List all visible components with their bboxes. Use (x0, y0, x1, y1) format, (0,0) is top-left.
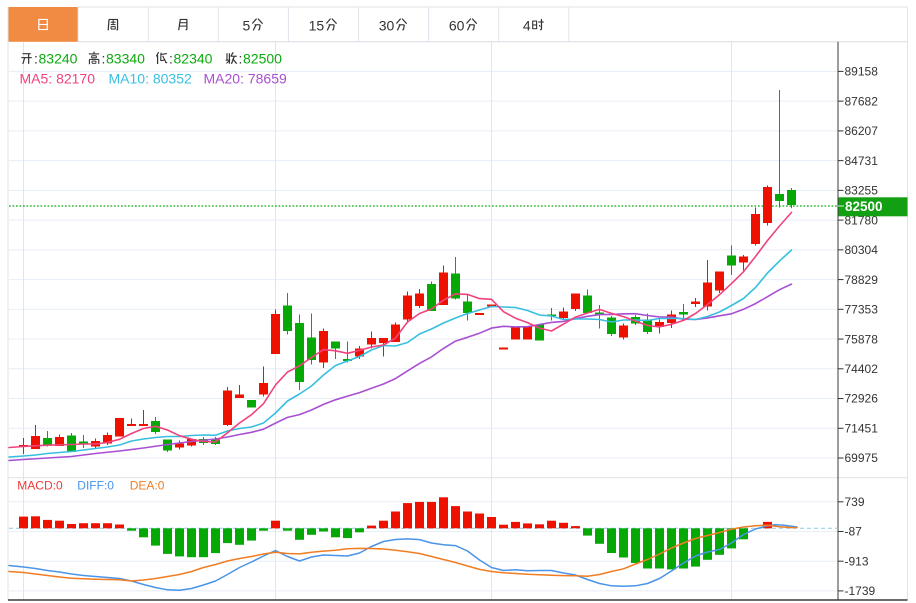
svg-text:-1739: -1739 (845, 584, 876, 598)
svg-text:MA10: 80352: MA10: 80352 (109, 71, 192, 87)
svg-text:72926: 72926 (845, 392, 879, 406)
svg-text:739: 739 (845, 495, 865, 509)
svg-text:DEA:0: DEA:0 (130, 479, 165, 493)
svg-text:MA20: 78659: MA20: 78659 (204, 71, 287, 87)
svg-text::: : (239, 51, 243, 67)
svg-text:86207: 86207 (845, 124, 879, 138)
svg-text:75878: 75878 (845, 332, 879, 346)
svg-text:82500: 82500 (243, 51, 282, 67)
svg-text:78829: 78829 (845, 273, 879, 287)
svg-text:81780: 81780 (845, 213, 879, 227)
svg-text:5: 5 (242, 18, 250, 34)
svg-text:69975: 69975 (845, 451, 879, 465)
svg-text:MA5: 82170: MA5: 82170 (20, 71, 96, 87)
svg-text:77353: 77353 (845, 303, 879, 317)
svg-text::: : (34, 51, 38, 67)
svg-text:60: 60 (449, 18, 465, 34)
svg-text:83240: 83240 (39, 51, 78, 67)
svg-text:MACD:0: MACD:0 (17, 479, 63, 493)
svg-text:83340: 83340 (106, 51, 145, 67)
svg-text:82500: 82500 (845, 199, 883, 214)
svg-text:-87: -87 (845, 525, 863, 539)
svg-text::: : (102, 51, 106, 67)
svg-text:89158: 89158 (845, 65, 879, 79)
svg-text:74402: 74402 (845, 362, 879, 376)
svg-text:87682: 87682 (845, 94, 879, 108)
svg-text:83255: 83255 (845, 184, 879, 198)
svg-text:-913: -913 (845, 554, 869, 568)
svg-text:4: 4 (523, 18, 531, 34)
svg-text:82340: 82340 (174, 51, 213, 67)
svg-text:DIFF:0: DIFF:0 (77, 479, 114, 493)
svg-text:80304: 80304 (845, 243, 879, 257)
svg-text::: : (169, 51, 173, 67)
svg-text:30: 30 (379, 18, 395, 34)
svg-text:71451: 71451 (845, 421, 879, 435)
svg-text:15: 15 (309, 18, 325, 34)
svg-text:84731: 84731 (845, 154, 879, 168)
